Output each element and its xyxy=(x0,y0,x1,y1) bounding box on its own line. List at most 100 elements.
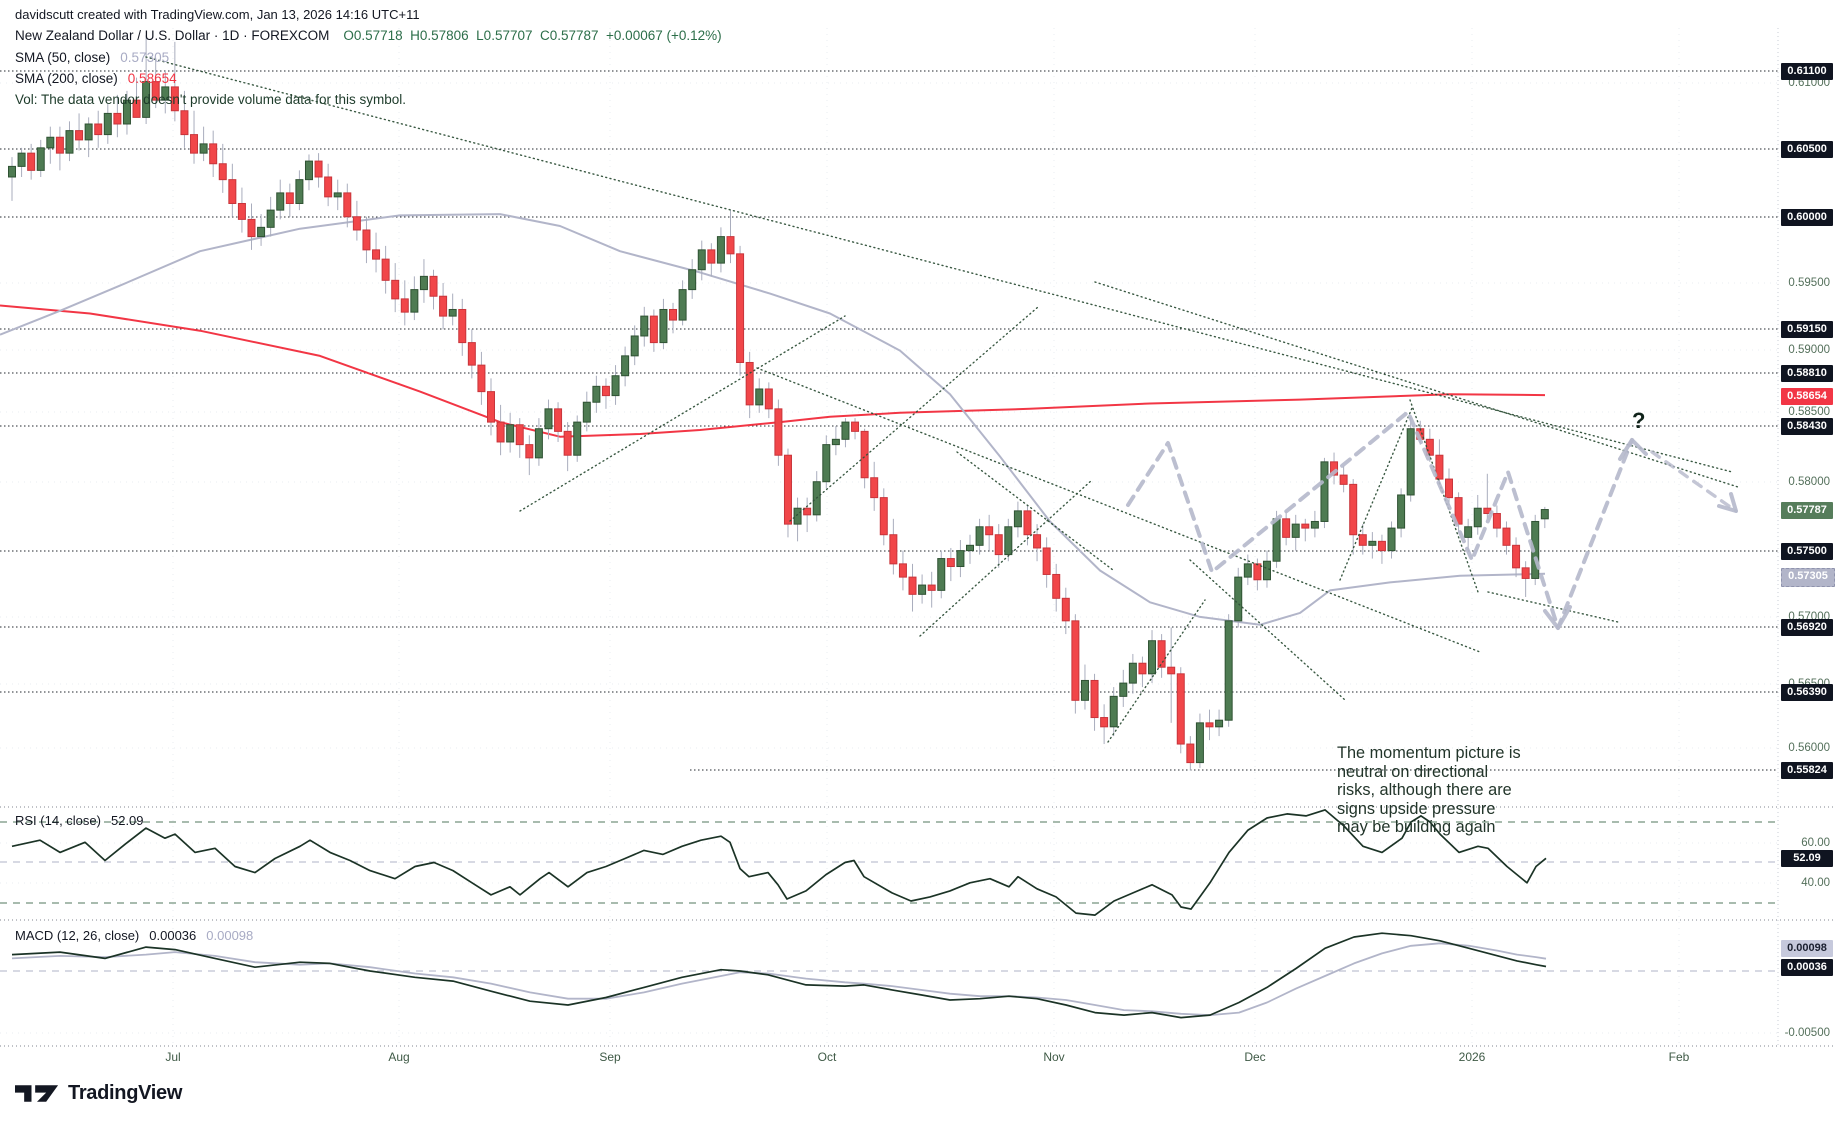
sma50-label: SMA (50, close) xyxy=(15,50,111,65)
candle xyxy=(985,526,994,536)
candle xyxy=(1205,722,1214,728)
candle xyxy=(190,134,199,154)
macd-line xyxy=(11,932,1547,1019)
trendline xyxy=(1189,559,1346,701)
candle xyxy=(161,86,170,101)
trendline xyxy=(1107,599,1206,743)
price-axis-label: 60.00 xyxy=(1801,837,1830,849)
candle xyxy=(362,229,371,251)
candle xyxy=(1186,743,1195,764)
candle xyxy=(927,584,936,591)
candle xyxy=(1224,620,1233,721)
price-badge: 0.00036 xyxy=(1781,958,1833,976)
candle xyxy=(218,163,227,181)
tradingview-logo[interactable]: TradingView xyxy=(15,1082,182,1105)
price-badge: 0.00098 xyxy=(1781,939,1833,957)
candle xyxy=(1042,547,1051,575)
price-axis-label: 40.00 xyxy=(1801,877,1830,889)
candle xyxy=(142,81,151,118)
projection-path xyxy=(1126,410,1634,630)
candle xyxy=(17,152,26,167)
candle xyxy=(132,99,141,118)
candle xyxy=(228,179,237,204)
candle xyxy=(601,385,610,397)
candle xyxy=(1243,563,1252,578)
price-badge: 0.57500 xyxy=(1781,542,1833,560)
time-axis-label: Sep xyxy=(599,1050,621,1064)
candle xyxy=(851,421,860,432)
candle xyxy=(688,269,697,291)
candle xyxy=(1282,518,1291,538)
symbol-legend[interactable]: New Zealand Dollar / U.S. Dollar · 1D · … xyxy=(15,28,722,43)
price-badge: 0.59150 xyxy=(1781,320,1833,338)
rsi-legend[interactable]: RSI (14, close) 52.09 xyxy=(15,813,144,828)
candle xyxy=(1128,662,1137,684)
candle xyxy=(573,421,582,456)
time-axis-label: Aug xyxy=(388,1050,410,1064)
sma200-label: SMA (200, close) xyxy=(15,71,118,86)
sma200-legend[interactable]: SMA (200, close) 0.58654 xyxy=(15,71,177,86)
price-axis-label: 0.59000 xyxy=(1788,344,1830,356)
candle xyxy=(515,424,524,446)
candle xyxy=(611,375,620,397)
time-axis-label: Feb xyxy=(1668,1050,1690,1064)
macd-legend[interactable]: MACD (12, 26, close) 0.00036 0.00098 xyxy=(15,928,253,943)
candle xyxy=(1464,526,1473,538)
candle xyxy=(314,160,323,178)
rsi-value: 52.09 xyxy=(110,813,144,828)
candle xyxy=(1215,719,1224,728)
candle xyxy=(908,576,917,595)
candle xyxy=(1061,597,1070,622)
question-mark-annotation: ? xyxy=(1632,408,1646,433)
price-axis-label: 0.56000 xyxy=(1788,742,1830,754)
price-axis-label: 0.59500 xyxy=(1788,277,1830,289)
price-badge: 0.56920 xyxy=(1781,618,1833,636)
candle xyxy=(276,192,285,211)
candle xyxy=(46,136,55,149)
trendline xyxy=(1094,281,1739,488)
candle xyxy=(170,86,179,112)
candle xyxy=(75,130,84,141)
candle xyxy=(372,249,381,260)
candle xyxy=(400,298,409,313)
candle xyxy=(1521,567,1530,579)
candle xyxy=(1358,534,1367,546)
price-badge: 0.61100 xyxy=(1781,62,1833,80)
macd-value: 0.00036 xyxy=(149,928,197,943)
candle xyxy=(1272,518,1281,562)
macd-label: MACD (12, 26, close) xyxy=(15,928,140,943)
candle xyxy=(592,385,601,403)
candle xyxy=(1138,662,1147,675)
candle xyxy=(1167,666,1176,675)
candle xyxy=(678,289,687,321)
ohlc-values: O0.57718 H0.57806 L0.57707 C0.57787 +0.0… xyxy=(343,28,722,43)
candle xyxy=(1349,483,1358,536)
candle xyxy=(1512,544,1521,569)
price-badge: 0.58430 xyxy=(1781,417,1833,435)
price-badge: 0.57305 xyxy=(1781,567,1835,587)
trendline xyxy=(919,479,1093,637)
candle xyxy=(1435,454,1444,480)
candle xyxy=(477,364,486,393)
candle xyxy=(1330,461,1339,476)
sma50-legend[interactable]: SMA (50, close) 0.57305 xyxy=(15,50,169,65)
candle xyxy=(1176,673,1185,745)
trendline xyxy=(789,306,1039,522)
candle xyxy=(736,253,745,363)
candle xyxy=(1368,540,1377,546)
candle xyxy=(199,143,208,154)
trendline xyxy=(519,315,846,512)
candle xyxy=(257,226,266,238)
candle xyxy=(621,355,630,377)
candle xyxy=(1406,428,1415,496)
candle xyxy=(879,497,888,536)
candle xyxy=(697,249,706,271)
price-badge: 0.56390 xyxy=(1781,683,1833,701)
trendline xyxy=(145,56,1733,473)
candle xyxy=(1301,523,1310,529)
trendline xyxy=(1409,399,1479,593)
candle xyxy=(956,550,965,568)
sma50-line xyxy=(0,213,1546,626)
candle xyxy=(506,424,515,443)
